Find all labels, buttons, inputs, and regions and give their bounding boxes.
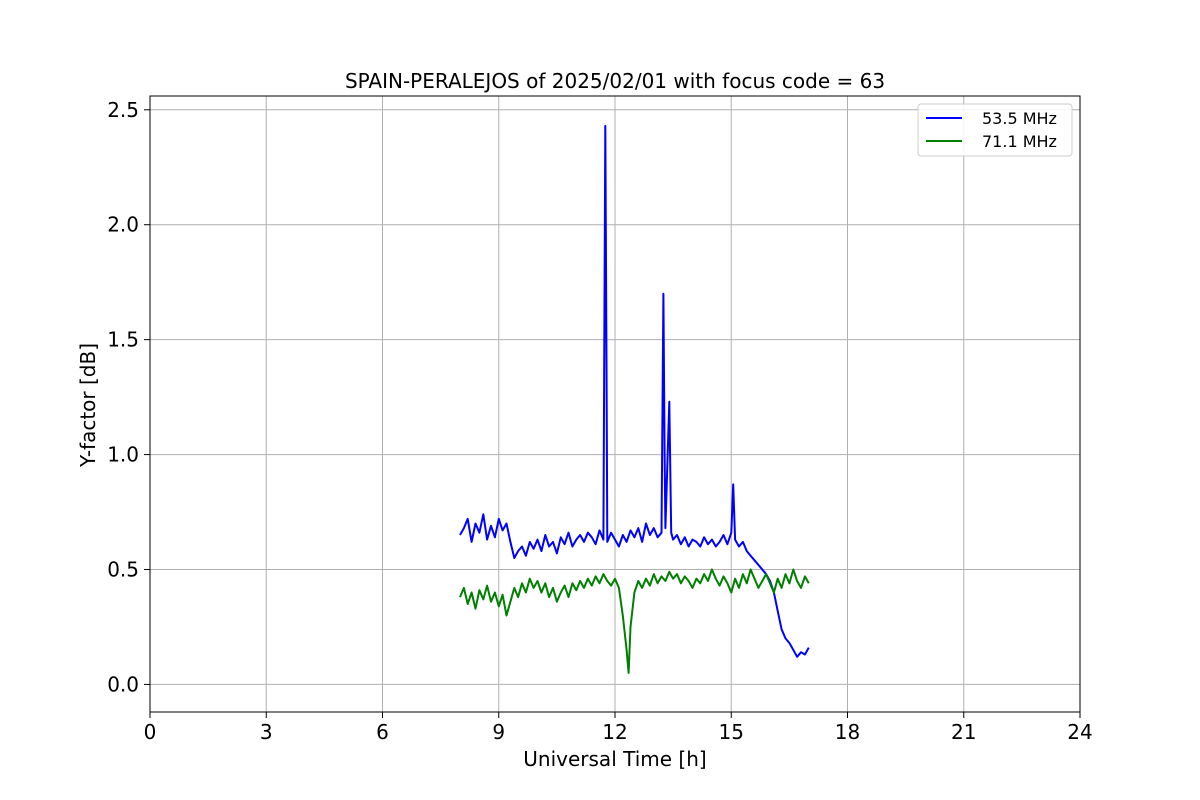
x-axis-label: Universal Time [h] — [523, 747, 706, 771]
y-tick-label: 0.0 — [107, 672, 139, 696]
y-tick-label: 0.5 — [107, 557, 139, 581]
x-axis-ticks: 0 3 6 9 12 15 18 21 24 — [144, 712, 1093, 744]
y-tick-label: 2.5 — [107, 98, 139, 122]
y-axis-label: Y-factor [dB] — [76, 343, 100, 468]
x-tick-label: 0 — [144, 720, 157, 744]
y-axis-ticks: 0.0 0.5 1.0 1.5 2.0 2.5 — [107, 98, 150, 696]
y-tick-label: 2.0 — [107, 213, 139, 237]
legend: 53.5 MHz 71.1 MHz — [917, 103, 1073, 157]
series-line-2 — [459, 568, 810, 674]
x-tick-label: 3 — [260, 720, 273, 744]
x-tick-label: 18 — [835, 720, 860, 744]
y-tick-label: 1.5 — [107, 328, 139, 352]
x-tick-label: 6 — [376, 720, 389, 744]
x-tick-label: 24 — [1067, 720, 1092, 744]
legend-label: 71.1 MHz — [982, 132, 1057, 151]
grid — [149, 96, 1081, 712]
x-tick-label: 12 — [602, 720, 627, 744]
x-tick-label: 21 — [951, 720, 976, 744]
chart-title: SPAIN-PERALEJOS of 2025/02/01 with focus… — [345, 69, 885, 93]
x-tick-label: 15 — [719, 720, 744, 744]
legend-label: 53.5 MHz — [982, 109, 1057, 128]
series-line-1 — [459, 124, 810, 658]
series-layer — [459, 124, 810, 674]
x-tick-label: 9 — [492, 720, 505, 744]
y-tick-label: 1.0 — [107, 443, 139, 467]
